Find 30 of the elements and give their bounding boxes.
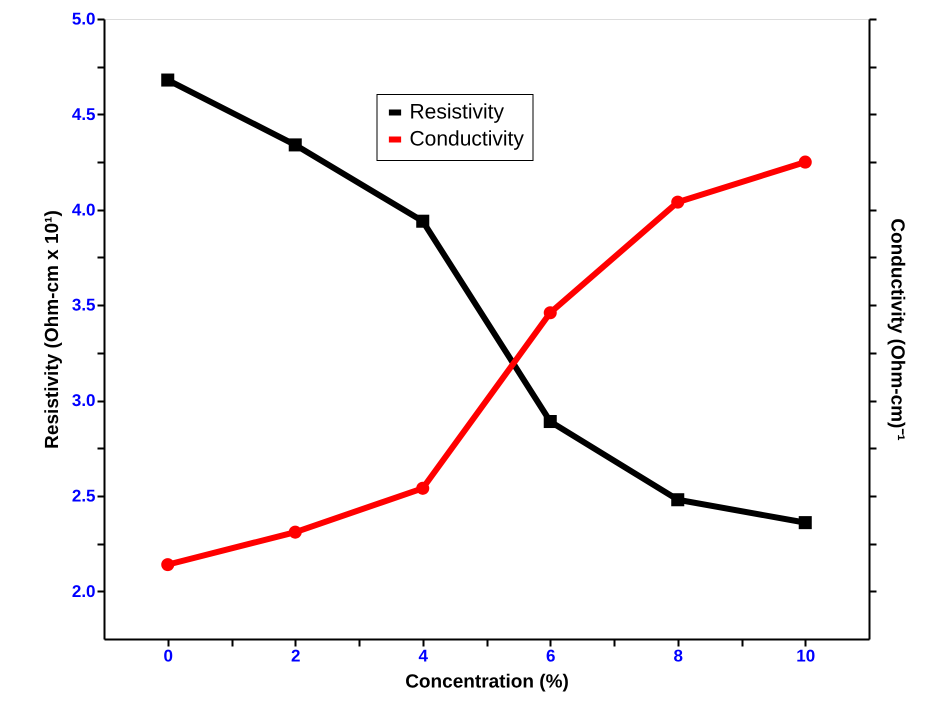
point bbox=[671, 493, 684, 506]
x-axis-title: Concentration (%) bbox=[405, 672, 569, 692]
x-tick-label: 8 bbox=[674, 646, 683, 666]
point bbox=[798, 516, 812, 530]
point bbox=[288, 526, 302, 539]
point bbox=[544, 306, 557, 320]
point bbox=[416, 214, 430, 228]
point bbox=[671, 196, 684, 209]
point bbox=[544, 415, 557, 428]
y-tick-label: 4.0 bbox=[72, 200, 96, 220]
point bbox=[798, 156, 812, 169]
y-tick-label: 2.5 bbox=[72, 486, 96, 506]
y-tick-label: 2.0 bbox=[72, 582, 96, 601]
y2-axis-title: Conductivity (Ohm-cm)⁻¹ bbox=[886, 218, 908, 441]
point bbox=[161, 558, 174, 572]
y-tick-label: 3.0 bbox=[72, 391, 96, 410]
x-tick-label: 2 bbox=[291, 646, 300, 666]
point bbox=[416, 482, 430, 495]
point bbox=[161, 74, 174, 87]
legend-label: Conductivity bbox=[410, 128, 524, 150]
y-tick-label: 4.5 bbox=[72, 104, 96, 124]
x-tick-label: 0 bbox=[164, 646, 173, 666]
x-tick-label: 10 bbox=[796, 646, 816, 666]
point bbox=[288, 138, 302, 152]
x-tick-label: 6 bbox=[546, 646, 556, 666]
y-axis-title: Resistivity (Ohm-cm x 10¹) bbox=[42, 210, 63, 449]
legend-label: Resistivity bbox=[410, 100, 505, 124]
x-tick-label: 4 bbox=[418, 646, 429, 666]
y-tick-label: 3.5 bbox=[72, 296, 96, 315]
y-tick-label: 5.0 bbox=[72, 10, 96, 28]
